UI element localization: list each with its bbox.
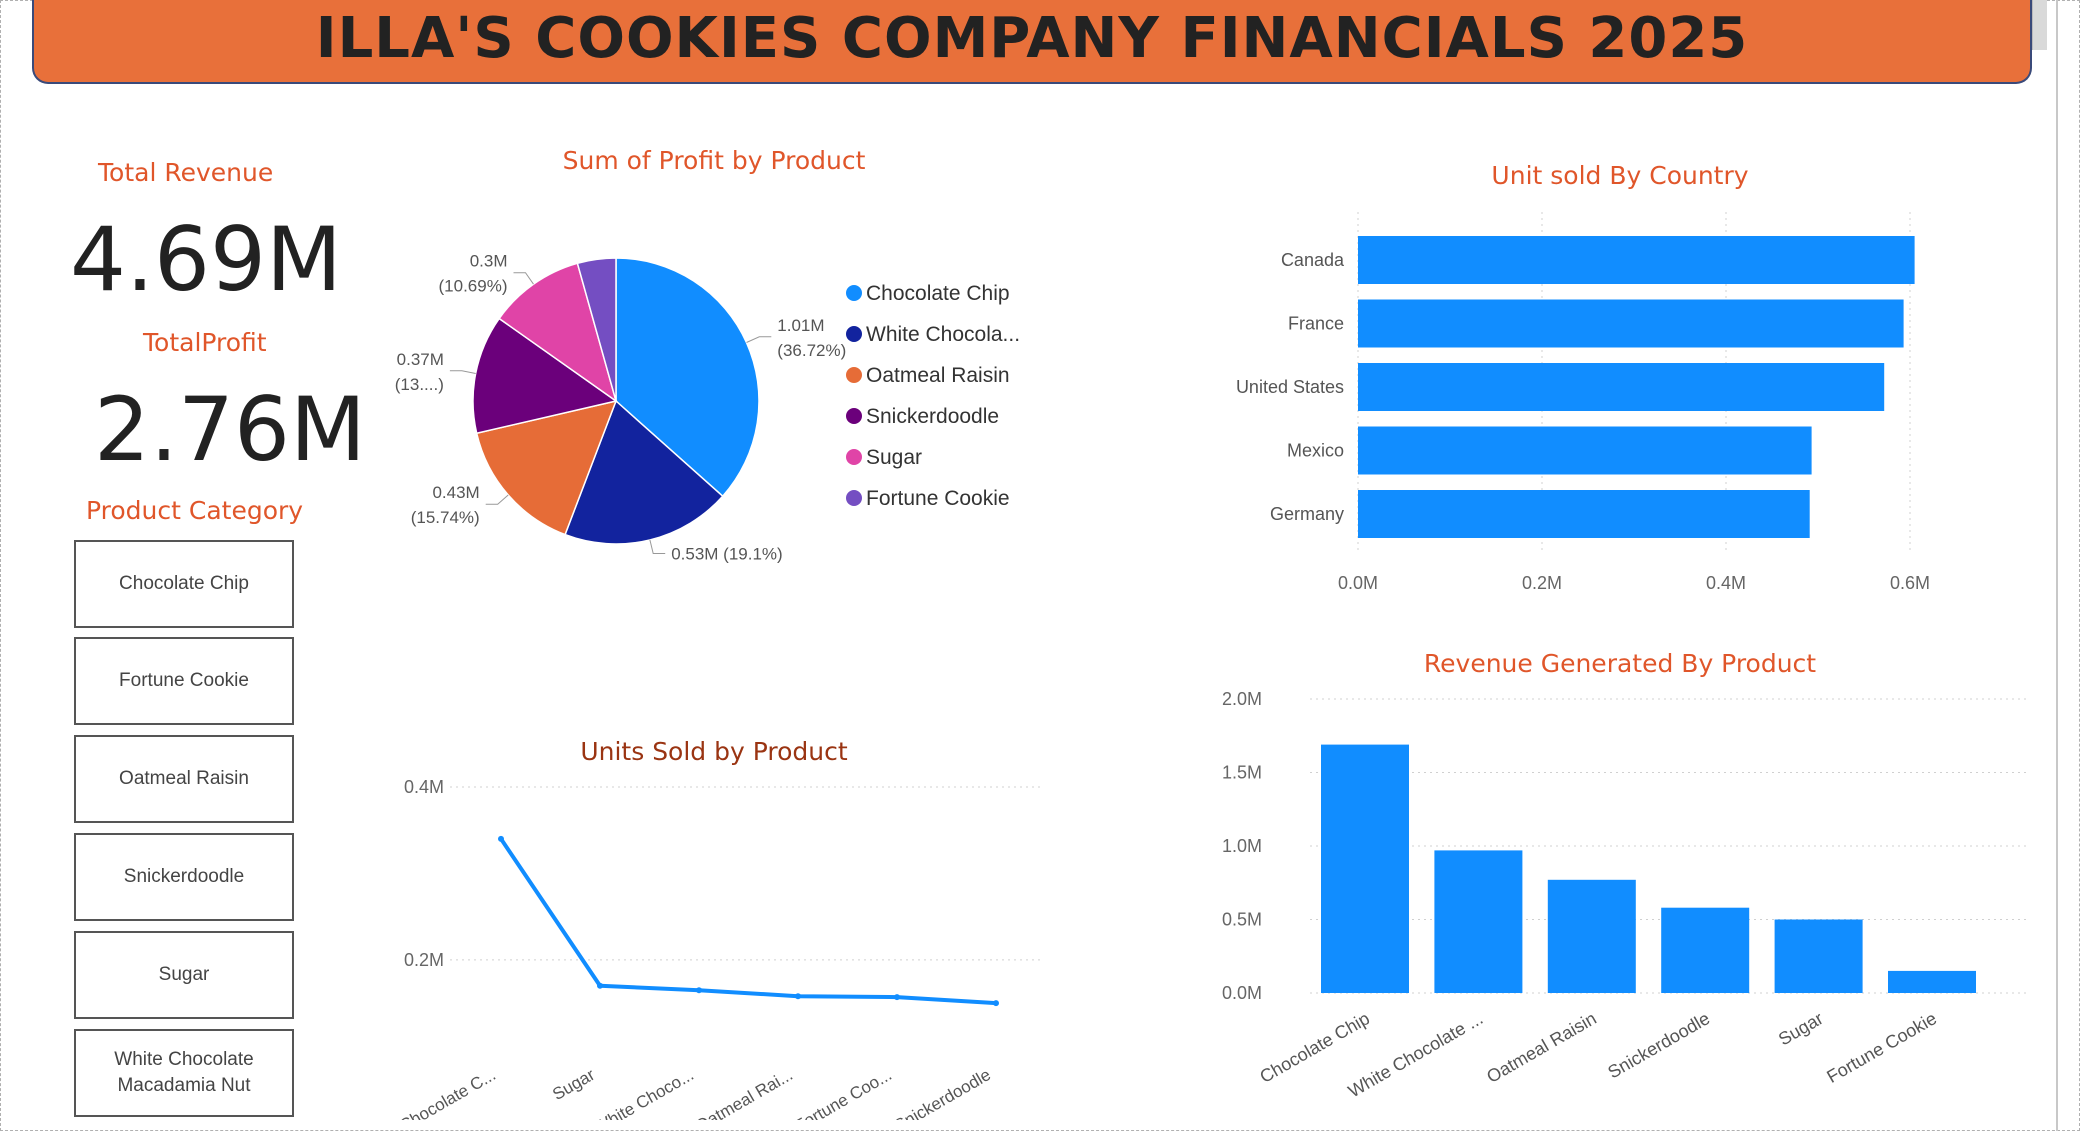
x-tick-label: 0.6M [1890, 573, 1930, 593]
slicer-item-oatmeal-raisin[interactable]: Oatmeal Raisin [74, 735, 294, 823]
bar-france[interactable] [1358, 299, 1904, 348]
y-tick-label: 0.2M [404, 950, 444, 970]
series-line[interactable] [499, 837, 997, 1006]
data-point-fortune-coo[interactable] [894, 994, 900, 1001]
y-tick-label: 0.0M [1222, 983, 1262, 1003]
pie-leader-line [746, 336, 772, 343]
pie-data-label: 0.3M [470, 252, 508, 271]
data-point-snickerdoodle[interactable] [993, 1000, 999, 1007]
total-revenue-value: 4.69M [70, 208, 342, 311]
data-point-oatmeal-rai[interactable] [795, 993, 801, 1000]
y-tick-label: 1.0M [1222, 836, 1262, 856]
x-tick-label: 0.4M [1706, 573, 1746, 593]
category-label: Fortune Cookie [1823, 1008, 1940, 1087]
legend-marker-white-chocolate-macadamia-nut [846, 326, 862, 342]
slicer-item-fortune-cookie[interactable]: Fortune Cookie [74, 637, 294, 725]
vbar-chart-title: Revenue Generated By Product [1424, 649, 1816, 678]
bar-canada[interactable] [1358, 236, 1915, 284]
legend-marker-chocolate-chip [846, 285, 862, 301]
pie-data-label: (15.74%) [411, 508, 480, 527]
category-label: United States [1236, 377, 1344, 397]
pie-data-label: (10.69%) [439, 277, 508, 296]
legend-item-fortune-cookie[interactable]: Fortune Cookie [866, 487, 1010, 510]
category-label: Oatmeal Rai... [692, 1065, 796, 1120]
category-label: Sugar [1775, 1008, 1827, 1049]
pie-data-label: 0.37M [397, 350, 444, 369]
category-label: Chocolate Chip [1256, 1008, 1373, 1087]
bar-sugar[interactable] [1774, 919, 1863, 994]
pie-slice-fortune-cookie[interactable] [576, 257, 617, 402]
pie-data-label: 0.53M (19.1%) [671, 545, 783, 564]
profit-pie-chart[interactable]: Sum of Profit by Product 1.01M (36.72%) 0.… [380, 130, 1080, 590]
bar-united-states[interactable] [1358, 363, 1885, 411]
pie-slice-chocolate-chip[interactable] [615, 257, 760, 498]
bar-mexico[interactable] [1358, 426, 1812, 475]
pie-leader-line [513, 272, 534, 285]
category-label: Chocolate C... [396, 1065, 499, 1120]
category-label: Germany [1270, 504, 1344, 524]
total-profit-label: TotalProfit [143, 328, 267, 357]
pie-slice-snickerdoodle[interactable] [472, 317, 618, 435]
y-tick-label: 0.4M [404, 777, 444, 797]
legend-item-snickerdoodle[interactable]: Snickerdoodle [866, 405, 999, 428]
bar-germany[interactable] [1358, 490, 1810, 538]
category-label: Snickerdoodle [1604, 1008, 1713, 1082]
line-chart-title: Units Sold by Product [580, 737, 848, 766]
y-tick-label: 2.0M [1222, 689, 1262, 709]
category-label: Canada [1281, 250, 1345, 270]
legend-marker-sugar [846, 449, 862, 465]
total-revenue-label: Total Revenue [98, 158, 274, 187]
pie-data-label: 0.43M [432, 483, 479, 502]
slicer-item-sugar[interactable]: Sugar [74, 931, 294, 1019]
slicer-item-snickerdoodle[interactable]: Snickerdoodle [74, 833, 294, 921]
legend-marker-snickerdoodle [846, 408, 862, 424]
pie-leader-line [485, 494, 509, 505]
slicer-item-white-chocolate-macadamia-nut[interactable]: White Chocolate Macadamia Nut [74, 1029, 294, 1117]
revenue-by-product-chart[interactable]: Revenue Generated By Product 0.0M 0.5M 1.0… [1200, 630, 2040, 1120]
bar-oatmeal-raisin[interactable] [1547, 879, 1636, 993]
total-profit-value: 2.76M [94, 378, 366, 481]
pie-data-label: (13....) [395, 375, 444, 394]
bar-chocolate-chip[interactable] [1321, 744, 1409, 993]
title-banner: ILLA'S COOKIES COMPANY FINANCIALS 2025 [32, 0, 2032, 84]
legend-item-sugar[interactable]: Sugar [866, 446, 922, 469]
x-tick-label: 0.0M [1338, 573, 1378, 593]
y-tick-label: 0.5M [1222, 910, 1262, 930]
data-point-sugar[interactable] [597, 982, 603, 989]
scrollbar-track[interactable] [2056, 0, 2058, 1131]
slicer-title: Product Category [86, 496, 304, 525]
bar-fortune-cookie[interactable] [1888, 970, 1976, 993]
slicer-item-chocolate-chip[interactable]: Chocolate Chip [74, 540, 294, 628]
legend-marker-oatmeal-raisin [846, 367, 862, 383]
pie-leader-line [649, 539, 666, 554]
bar-white-chocolate[interactable] [1434, 850, 1523, 993]
category-label: Mexico [1287, 441, 1344, 461]
category-label: Snickerdoodle [891, 1065, 994, 1120]
legend-item-oatmeal-raisin[interactable]: Oatmeal Raisin [866, 364, 1010, 387]
data-point-white-choco[interactable] [696, 987, 702, 994]
legend-marker-fortune-cookie [846, 490, 862, 506]
pie-data-label: (36.72%) [777, 341, 846, 360]
page-title: ILLA'S COOKIES COMPANY FINANCIALS 2025 [315, 5, 1749, 71]
legend-item-white-chocolate-macadamia-nut[interactable]: White Chocola... [866, 323, 1020, 346]
pie-data-label: 1.01M [777, 316, 824, 335]
category-label: Fortune Coo... [791, 1065, 895, 1120]
category-label: White Choco... [591, 1065, 697, 1120]
x-tick-label: 0.2M [1522, 573, 1562, 593]
category-label: Oatmeal Raisin [1483, 1008, 1600, 1087]
category-label: France [1288, 314, 1344, 334]
bar-snickerdoodle[interactable] [1661, 907, 1750, 993]
legend-item-chocolate-chip[interactable]: Chocolate Chip [866, 282, 1010, 305]
scrollbar-handle[interactable] [2032, 0, 2047, 50]
pie-slice-oatmeal-raisin[interactable] [475, 399, 618, 536]
data-point-chocolate-c[interactable] [498, 835, 504, 842]
category-label: Sugar [549, 1065, 598, 1104]
y-tick-label: 1.5M [1222, 763, 1262, 783]
hbar-chart-title: Unit sold By Country [1491, 161, 1748, 190]
pie-chart-title: Sum of Profit by Product [563, 146, 866, 175]
pie-leader-line [449, 370, 476, 374]
units-by-country-chart[interactable]: Unit sold By Country Canada France United … [1200, 150, 1960, 610]
units-by-product-chart[interactable]: Units Sold by Product 0.2M 0.4M Chocolate… [370, 720, 1070, 1120]
